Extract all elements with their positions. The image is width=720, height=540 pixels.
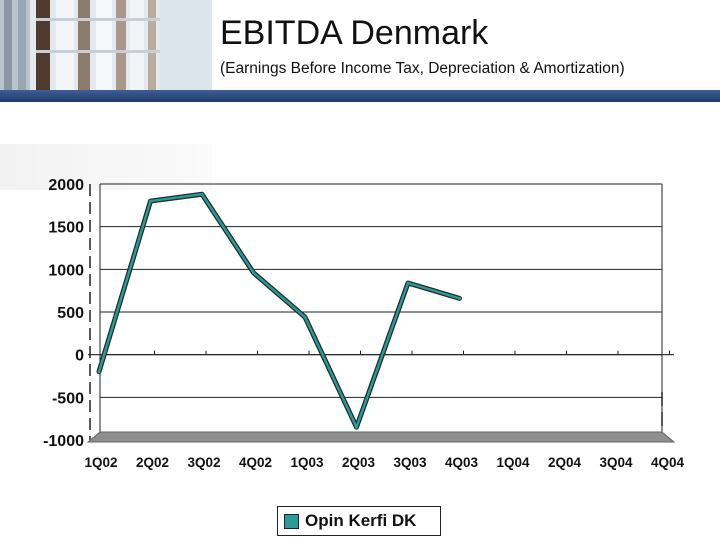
y-tick-label: -500 bbox=[52, 390, 84, 407]
data-point bbox=[303, 315, 307, 319]
data-point bbox=[458, 296, 461, 300]
x-axis-tick-labels: 1Q02 2Q02 3Q02 4Q02 1Q03 2Q03 3Q03 4Q03 1Q04 2Q04… bbox=[84, 455, 684, 470]
chart-gridlines bbox=[100, 183, 662, 441]
x-tick-label: 4Q03 bbox=[445, 455, 479, 470]
x-tick-label: 3Q04 bbox=[599, 455, 633, 470]
x-tick-label: 3Q03 bbox=[393, 455, 427, 470]
page-subtitle: (Earnings Before Income Tax, Depreciatio… bbox=[220, 60, 625, 77]
header-building-photo bbox=[0, 0, 212, 90]
series-line-shadow bbox=[96, 191, 462, 430]
x-tick-label: 2Q04 bbox=[548, 455, 582, 470]
chart-floor bbox=[86, 431, 676, 443]
chart-legend: Opin Kerfi DK bbox=[277, 506, 441, 536]
x-tick-label: 3Q02 bbox=[187, 455, 220, 470]
y-tick-label: -1000 bbox=[43, 433, 84, 450]
data-point bbox=[149, 199, 152, 203]
data-point bbox=[355, 425, 358, 429]
y-tick-label: 500 bbox=[57, 305, 84, 322]
chart-series bbox=[96, 191, 462, 430]
x-tick-label: 4Q02 bbox=[239, 455, 272, 470]
x-tick-label: 2Q03 bbox=[342, 455, 376, 470]
decorative-shade bbox=[0, 144, 212, 190]
building-image bbox=[0, 0, 212, 90]
header-band bbox=[0, 90, 720, 102]
legend-swatch bbox=[284, 513, 299, 529]
page-title: EBITDA Denmark bbox=[220, 14, 489, 52]
x-tick-label: 1Q02 bbox=[84, 455, 117, 470]
chart-axes bbox=[86, 184, 676, 443]
data-point bbox=[252, 271, 255, 275]
x-tick-label: 1Q03 bbox=[290, 455, 324, 470]
y-tick-label: 2000 bbox=[48, 177, 84, 194]
x-tick-label: 4Q04 bbox=[651, 455, 685, 470]
y-tick-label: 1500 bbox=[48, 220, 84, 237]
data-point bbox=[406, 281, 410, 285]
data-point bbox=[200, 192, 204, 196]
data-point bbox=[97, 370, 101, 374]
legend-label: Opin Kerfi DK bbox=[305, 511, 417, 530]
x-tick-label: 2Q02 bbox=[136, 455, 169, 470]
y-tick-label: 1000 bbox=[48, 262, 84, 279]
y-tick-label: 0 bbox=[75, 348, 84, 365]
x-tick-label: 1Q04 bbox=[496, 455, 530, 470]
y-axis-tick-labels: -1000 -500 0 500 1000 1500 2000 bbox=[43, 177, 84, 450]
series-line bbox=[97, 193, 461, 429]
